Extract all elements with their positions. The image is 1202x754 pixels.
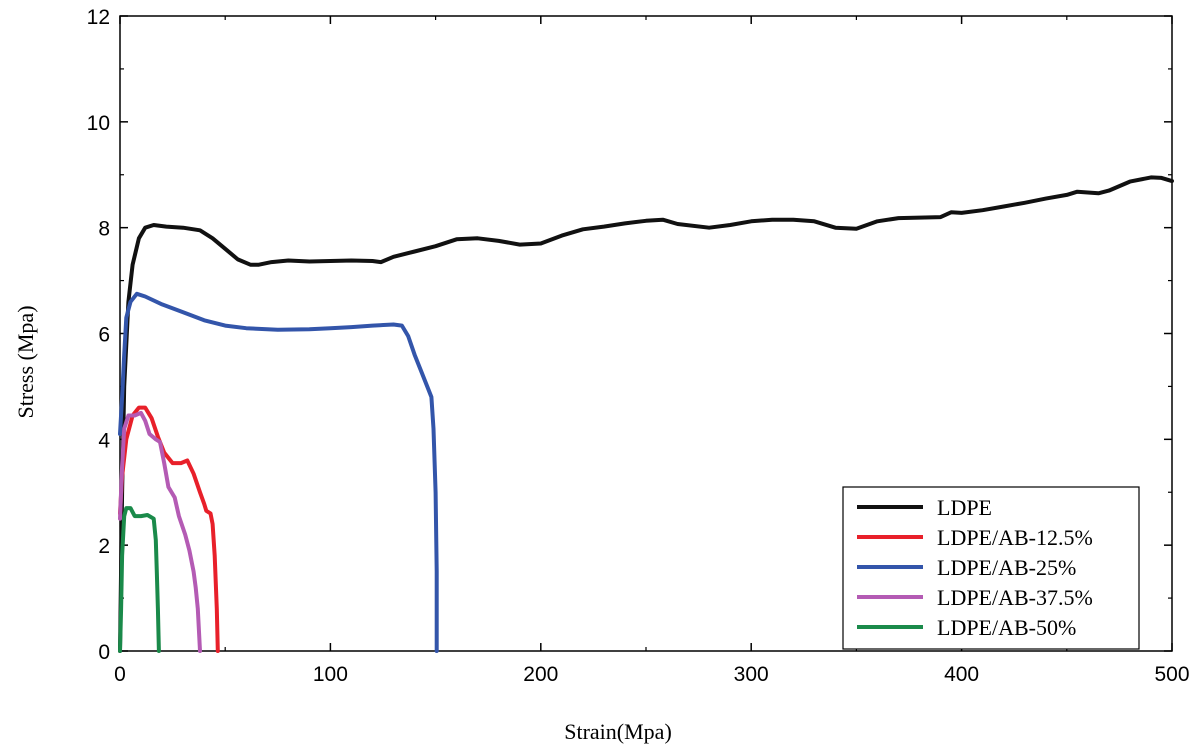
series-line-ldpe-ab-37-5 — [118, 410, 202, 653]
x-tick-label: 500 — [1154, 663, 1189, 686]
y-axis-title: Stress (Mpa) — [13, 305, 38, 418]
legend: LDPE LDPE/AB-12.5% LDPE/AB-25% LDPE/AB-37.5… — [842, 486, 1140, 650]
y-tick-label: 4 — [98, 429, 110, 452]
x-axis-title: Strain(Mpa) — [564, 719, 672, 744]
legend-label: LDPE/AB-37.5% — [937, 585, 1093, 610]
series-line-ldpe-ab-12-5 — [118, 405, 220, 653]
legend-item: LDPE — [857, 495, 992, 520]
legend-label: LDPE/AB-25% — [937, 555, 1076, 580]
series-line-ldpe-ab-25 — [118, 291, 439, 653]
legend-label: LDPE — [937, 495, 992, 520]
y-tick-label: 10 — [87, 112, 110, 135]
x-tick-label: 0 — [114, 663, 126, 686]
y-tick-label: 2 — [98, 535, 110, 558]
x-tick-label: 300 — [734, 663, 769, 686]
y-tick-label: 8 — [98, 218, 110, 241]
legend-item: LDPE/AB-37.5% — [857, 585, 1093, 610]
x-tick-label: 400 — [944, 663, 979, 686]
x-tick-label: 100 — [313, 663, 348, 686]
x-tick-label: 200 — [523, 663, 558, 686]
series-line-ldpe — [118, 175, 1174, 653]
y-tick-label: 6 — [98, 324, 110, 347]
series-layer — [118, 175, 1174, 653]
legend-item: LDPE/AB-12.5% — [857, 525, 1093, 550]
x-axis-ticks: 0 100 200 300 400 500 — [114, 16, 1190, 686]
series-line-ldpe-ab-50 — [118, 506, 161, 653]
y-tick-label: 0 — [98, 641, 110, 664]
legend-label: LDPE/AB-50% — [937, 615, 1076, 640]
legend-item: LDPE/AB-25% — [857, 555, 1076, 580]
legend-item: LDPE/AB-50% — [857, 615, 1076, 640]
legend-label: LDPE/AB-12.5% — [937, 525, 1093, 550]
y-tick-label: 12 — [87, 6, 110, 29]
